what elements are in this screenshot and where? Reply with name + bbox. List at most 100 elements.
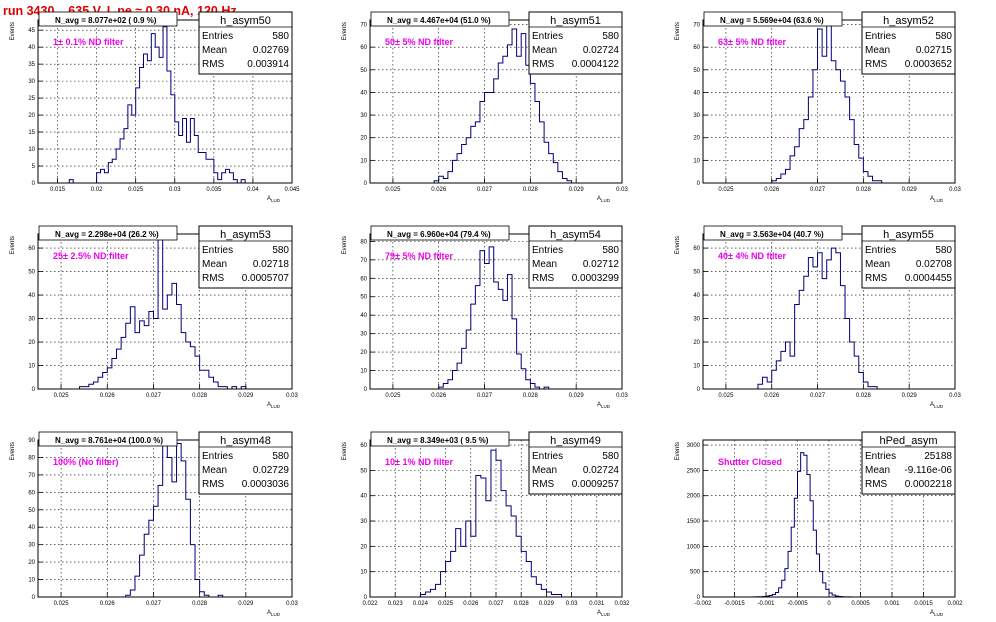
navg-label: N_avg = 6.960e+04 (79.4 %) xyxy=(387,230,491,239)
panel-h_asym55: 0.025 0.026 0.027 0.028 0.029 0.03 0 10 20 30 40 50… xyxy=(675,225,961,409)
y-tick-label: 20 xyxy=(360,544,367,550)
navg-box xyxy=(370,225,510,241)
stat-key: Entries xyxy=(865,451,896,462)
x-tick-label: 0.0015 xyxy=(914,601,933,607)
x-tick-label: -0.0005 xyxy=(787,601,808,607)
stat-value: 0.0003652 xyxy=(905,59,953,70)
y-tick-label: 40 xyxy=(28,525,35,531)
x-tick-label: 0.026 xyxy=(764,393,780,399)
x-tick-label: 0.026 xyxy=(100,393,116,399)
y-tick-label: 70 xyxy=(28,473,35,479)
y-tick-label: 40 xyxy=(693,293,700,299)
y-tick-label: 60 xyxy=(360,45,367,51)
y-tick-label: 50 xyxy=(28,270,35,276)
y-tick-label: 40 xyxy=(28,293,35,299)
stat-value: 0.0009257 xyxy=(572,479,620,490)
x-axis-label: ALUD xyxy=(930,402,944,409)
y-tick-label: 60 xyxy=(360,276,367,282)
x-tick-label: 0.026 xyxy=(764,187,780,193)
y-tick-label: 0 xyxy=(697,387,701,393)
x-tick-label: 0.025 xyxy=(54,393,70,399)
stat-value: 0.02729 xyxy=(253,465,290,476)
y-tick-label: 10 xyxy=(360,570,367,576)
y-tick-label: 2500 xyxy=(687,468,701,474)
histogram-name: h_asym52 xyxy=(883,15,934,27)
stat-key: RMS xyxy=(532,479,555,490)
stat-value: 580 xyxy=(272,245,289,256)
y-tick-label: 30 xyxy=(28,79,35,85)
x-tick-label: 0.027 xyxy=(146,393,162,399)
stat-key: Entries xyxy=(202,451,233,462)
x-tick-label: 0.028 xyxy=(856,187,872,193)
stat-box xyxy=(198,11,293,75)
x-tick-label: 0.025 xyxy=(718,187,734,193)
y-tick-label: 0 xyxy=(364,387,368,393)
navg-label: N_avg = 2.298e+04 (26.2 %) xyxy=(55,230,159,239)
x-axis-label: ALUD xyxy=(930,196,944,203)
y-tick-label: 30 xyxy=(28,543,35,549)
x-tick-label: 0.002 xyxy=(947,601,963,607)
stat-value: 0.003914 xyxy=(247,59,289,70)
x-tick-label: 0.026 xyxy=(463,601,479,607)
histogram-name: h_asym50 xyxy=(220,15,271,27)
y-tick-label: 40 xyxy=(360,90,367,96)
stat-value: 580 xyxy=(272,451,289,462)
x-tick-label: 0.025 xyxy=(385,393,401,399)
y-axis-label: Events xyxy=(342,442,348,460)
y-tick-label: 70 xyxy=(360,258,367,264)
y-axis-label: Events xyxy=(675,236,681,254)
x-tick-label: 0.028 xyxy=(523,187,539,193)
filter-annotation: 25± 2.5% ND filter xyxy=(53,251,129,261)
y-tick-label: 1500 xyxy=(687,519,701,525)
stat-key: Mean xyxy=(532,465,557,476)
x-tick-label: 0 xyxy=(827,601,831,607)
panel-hPed_asym: -0.002 -0.0015 -0.001 -0.0005 0 0.0005 0.001 0.… xyxy=(675,431,963,617)
histogram-name: h_asym49 xyxy=(550,435,601,447)
stat-value: 0.0003299 xyxy=(572,273,620,284)
stat-box xyxy=(528,431,623,495)
histogram-name: h_asym48 xyxy=(220,435,271,447)
navg-box xyxy=(38,11,178,27)
navg-box xyxy=(703,225,843,241)
x-tick-label: 0.03 xyxy=(566,601,578,607)
histogram-name: h_asym51 xyxy=(550,15,601,27)
y-tick-label: 60 xyxy=(360,443,367,449)
stat-value: 0.02724 xyxy=(583,465,620,476)
x-tick-label: 0.026 xyxy=(431,393,447,399)
stat-value: 580 xyxy=(602,451,619,462)
panel-h_asym51: 0.025 0.026 0.027 0.028 0.029 0.03 0 10 20 30 40 50… xyxy=(342,11,628,203)
stat-key: Entries xyxy=(532,245,563,256)
y-tick-label: 70 xyxy=(360,23,367,29)
x-tick-label: 0.028 xyxy=(856,393,872,399)
stat-box xyxy=(861,11,956,75)
x-axis-label: ALUD xyxy=(267,196,281,203)
x-tick-label: 0.029 xyxy=(238,601,254,607)
stat-key: RMS xyxy=(532,59,555,70)
filter-annotation: 40± 4% ND filter xyxy=(718,251,786,261)
x-tick-label: 0.032 xyxy=(614,601,630,607)
y-tick-label: 10 xyxy=(28,147,35,153)
x-tick-label: 0.024 xyxy=(413,601,429,607)
y-tick-label: 15 xyxy=(28,130,35,136)
y-tick-label: 500 xyxy=(690,570,701,576)
y-tick-label: 50 xyxy=(360,68,367,74)
stat-value: 0.02769 xyxy=(253,45,290,56)
y-tick-label: 30 xyxy=(28,317,35,323)
y-tick-label: 20 xyxy=(693,340,700,346)
x-tick-label: 0.02 xyxy=(91,187,103,193)
navg-label: N_avg = 8.761e+04 (100.0 %) xyxy=(55,436,163,445)
stat-value: 0.0004122 xyxy=(572,59,620,70)
y-tick-label: 60 xyxy=(693,45,700,51)
y-tick-label: 45 xyxy=(28,28,35,34)
stat-key: Entries xyxy=(202,31,233,42)
stat-value: 0.02718 xyxy=(253,259,290,270)
stat-key: Entries xyxy=(532,451,563,462)
y-tick-label: 30 xyxy=(360,332,367,338)
x-axis-label: ALUD xyxy=(597,610,611,617)
stat-key: Mean xyxy=(865,45,890,56)
stat-value: 580 xyxy=(602,245,619,256)
stat-box xyxy=(198,431,293,495)
stat-key: Entries xyxy=(202,245,233,256)
y-tick-label: 3000 xyxy=(687,443,701,449)
histogram-line xyxy=(757,247,882,390)
